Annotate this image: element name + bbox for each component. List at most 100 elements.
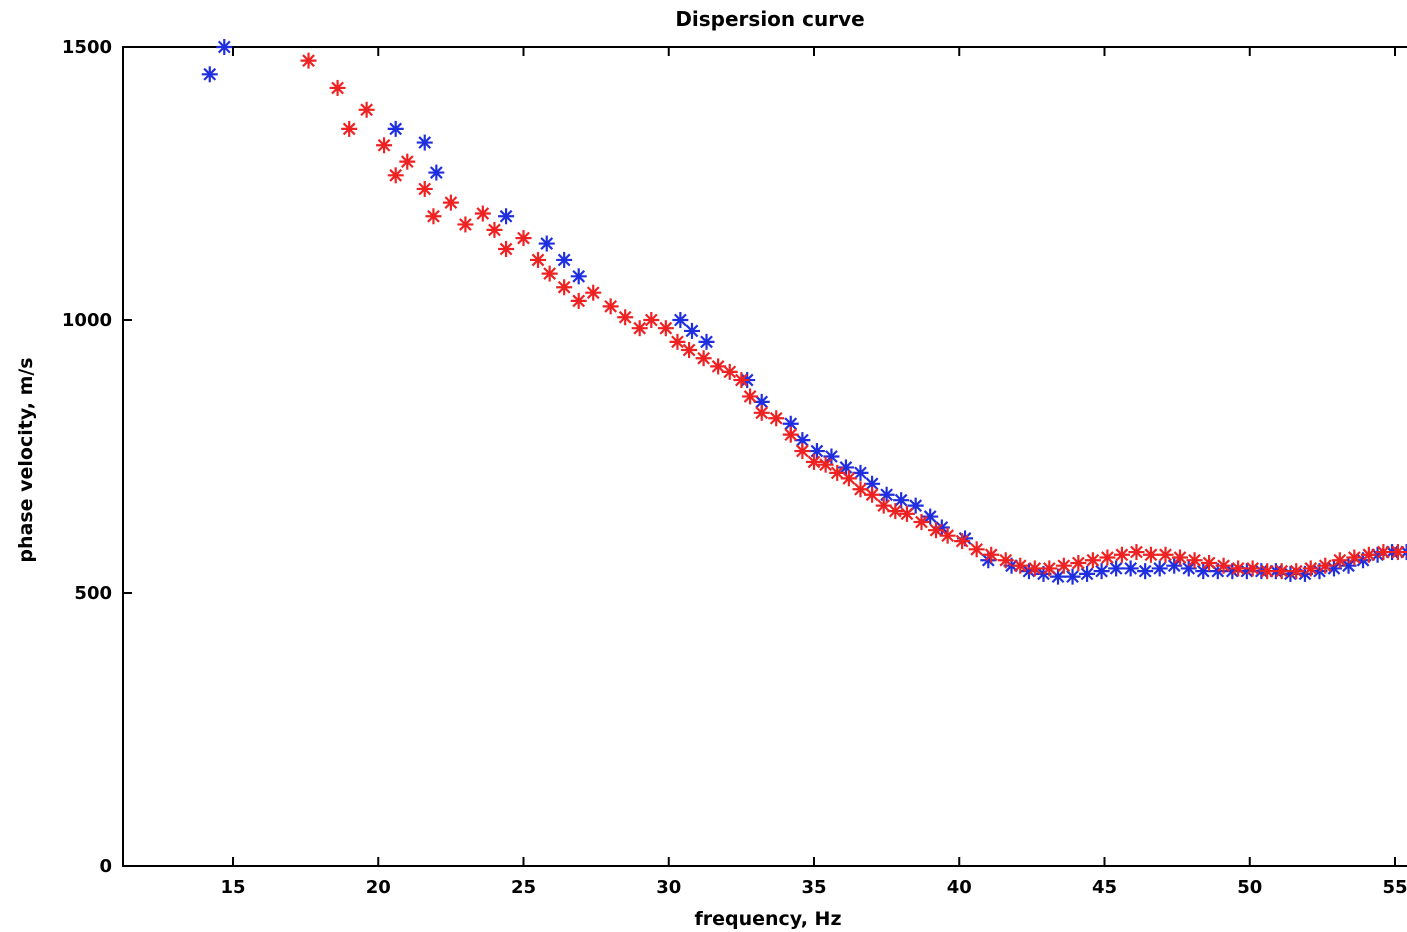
series-2-point	[1026, 560, 1043, 577]
series-1-point	[216, 39, 233, 55]
series-2-point	[1113, 546, 1130, 563]
series-2-point	[1360, 546, 1377, 563]
series-1-point	[428, 164, 445, 181]
series-2-point	[486, 221, 503, 238]
series-2-point	[1302, 560, 1319, 577]
y-tick-label: 1000	[62, 310, 112, 331]
series-2-point	[1389, 544, 1406, 561]
y-tick-label: 0	[99, 856, 112, 877]
series-2-point	[376, 137, 393, 154]
data-points	[201, 39, 1407, 585]
series-2-point	[968, 541, 985, 558]
series-2-point	[669, 333, 686, 350]
series-2-point	[1186, 552, 1203, 569]
series-1-point	[498, 208, 515, 225]
series-2-point	[643, 312, 660, 328]
series-1-point	[683, 322, 700, 339]
series-2-point	[681, 342, 698, 359]
series-2-point	[341, 120, 358, 137]
series-2-point	[1099, 549, 1116, 566]
x-axis-label: frequency, Hz	[694, 908, 841, 930]
series-2-point	[829, 464, 846, 481]
series-2-point	[983, 546, 1000, 563]
series-2-point	[954, 533, 971, 550]
series-2-point	[1215, 557, 1232, 574]
series-2-point	[852, 481, 869, 498]
series-2-point	[498, 241, 515, 258]
x-tick-label: 25	[511, 877, 536, 898]
series-2-point	[768, 410, 785, 427]
series-2-point	[695, 350, 712, 367]
series-2-point	[515, 230, 532, 247]
series-1-point	[808, 443, 825, 460]
series-2-point	[657, 320, 674, 337]
series-2-point	[358, 101, 375, 118]
series-2-point	[913, 514, 930, 531]
series-2-point	[1157, 546, 1174, 563]
series-1-point	[878, 486, 895, 503]
series-1-point	[852, 464, 869, 481]
series-1-point	[753, 393, 770, 410]
series-1-point	[823, 448, 840, 465]
series-1-point	[1151, 560, 1168, 577]
series-1-point	[1064, 568, 1081, 585]
series-1-point	[933, 519, 950, 536]
series-2-point	[753, 404, 770, 421]
series-2-point	[602, 298, 619, 315]
series-1-point	[1137, 563, 1154, 580]
series-2-point	[806, 453, 822, 470]
series-2-point	[997, 552, 1014, 569]
series-2-point	[742, 388, 759, 405]
series-1-point	[416, 134, 433, 151]
series-2-point	[1317, 557, 1334, 574]
x-tick-label: 20	[366, 877, 391, 898]
x-tick-label: 45	[1092, 877, 1117, 898]
series-1-point	[1093, 563, 1110, 580]
series-2-point	[794, 443, 811, 460]
series-2-point	[457, 216, 474, 233]
x-tick-label: 35	[801, 877, 826, 898]
series-1-point	[570, 268, 587, 285]
series-2-point	[556, 279, 573, 296]
series-2-point	[416, 180, 433, 197]
series-2-point	[1070, 554, 1087, 571]
series-2-point	[1055, 557, 1072, 574]
series-2-point	[1142, 546, 1159, 563]
series-2-point	[898, 505, 915, 522]
series-2-point	[1128, 544, 1145, 561]
plot-frame	[122, 46, 1407, 867]
series-1-point	[1195, 563, 1212, 580]
series-2-point	[631, 320, 648, 337]
series-2-point	[875, 497, 892, 514]
series-1-point	[538, 235, 555, 252]
series-2-point	[840, 470, 857, 487]
series-2-point	[1259, 563, 1276, 580]
series-1-point	[1340, 557, 1357, 574]
series-2-point	[474, 205, 491, 222]
series-2-point	[329, 79, 346, 96]
chart-title: Dispersion curve	[675, 7, 864, 31]
series-2-point	[585, 284, 602, 301]
series-2-point	[1288, 563, 1305, 580]
x-tick-label: 50	[1237, 877, 1262, 898]
series-1-point	[1180, 560, 1197, 577]
series-2-point	[387, 167, 404, 184]
series-2-point	[1172, 549, 1189, 566]
series-2-point	[1084, 552, 1101, 569]
series-2-point	[1244, 560, 1261, 577]
x-tick-label: 15	[220, 877, 245, 898]
series-1-point	[672, 312, 689, 328]
series-2-point	[399, 153, 416, 170]
series-2-point	[570, 292, 587, 309]
series-1-point	[556, 251, 573, 268]
series-2-point	[939, 527, 956, 544]
series-2-point	[1273, 563, 1290, 580]
series-2-point	[1041, 560, 1058, 577]
series-1-point	[1108, 560, 1125, 577]
series-1-point	[201, 66, 218, 83]
series-2-point	[710, 358, 727, 375]
series-2-point	[864, 486, 881, 503]
x-tick-label: 55	[1382, 877, 1407, 898]
series-2-point	[928, 522, 945, 539]
